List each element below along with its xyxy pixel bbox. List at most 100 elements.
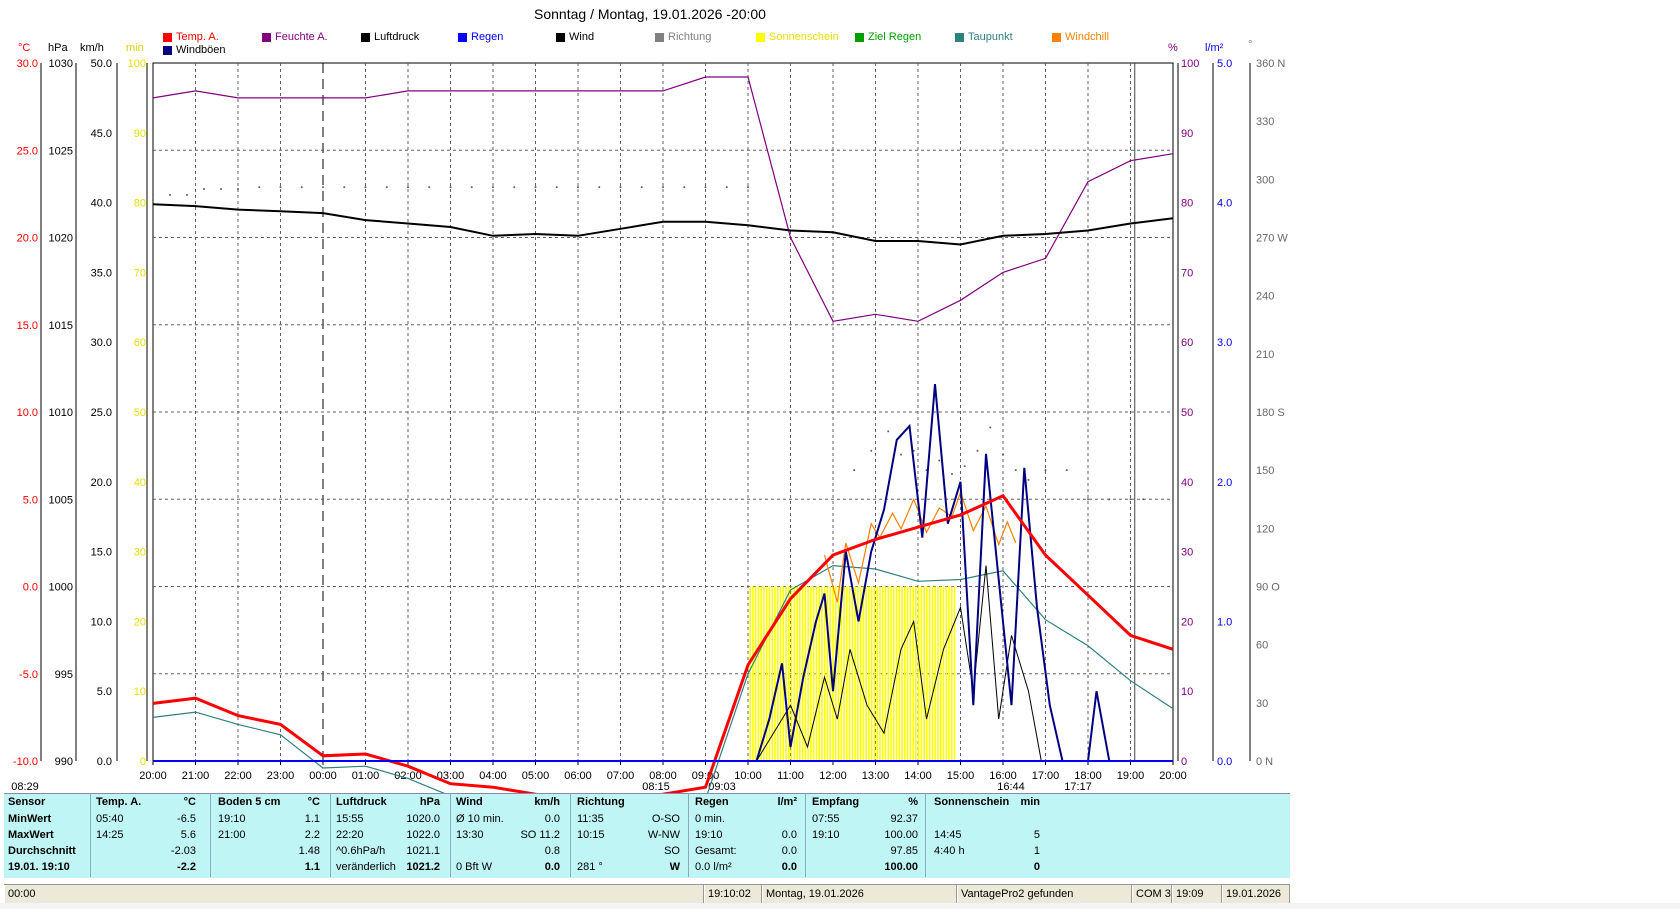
legend-label: Windchill [1065, 31, 1110, 43]
direction-point [1044, 469, 1047, 472]
empfang-header: Empfang [812, 796, 860, 808]
direction-point [870, 449, 873, 452]
direction-point [186, 193, 188, 196]
boden-header: Boden 5 cm [218, 796, 281, 808]
time-tick-label: 02:00 [394, 770, 422, 782]
direction-tick-label: 60 [1256, 640, 1268, 652]
wind-line [756, 565, 1067, 762]
legend-label: Feuchte A. [275, 31, 328, 43]
wind-tick-label: 10.0 [91, 616, 112, 628]
direction-point [364, 186, 367, 189]
direction-point [887, 430, 890, 433]
direction-point [619, 186, 622, 189]
temp-unit: °C [18, 42, 30, 54]
weather-chart: °C hPa km/h min% l/m² ° 30.0 25.0 20.0 15.0 10.0 5.… [11, 39, 1288, 800]
status-station: VantagePro2 gefunden [957, 885, 1132, 903]
wind-min-value: 0.0 [544, 813, 560, 825]
time-tick-label: 17:00 [1032, 770, 1060, 782]
direction-point [747, 186, 749, 189]
temp-tick-label: 5.0 [23, 494, 38, 506]
empfang-unit: % [908, 796, 918, 808]
time-tick-label: 14:00 [904, 770, 932, 782]
table-separator [925, 793, 926, 877]
temp-tick-label: 0.0 [23, 582, 38, 594]
astro-time-label: 08:15 [642, 781, 670, 793]
boden-unit: °C [307, 796, 320, 808]
humidity-tick-label: 40 [1181, 477, 1193, 489]
temp-tick-label: 10.0 [17, 407, 38, 419]
legend-swatch [262, 32, 271, 42]
direction-point [989, 426, 992, 429]
windgust-line [755, 384, 1111, 762]
regen-avg-label: Gesamt: [695, 845, 737, 857]
empfang-current-value: 100.00 [884, 861, 918, 873]
row-label: 19.01. 19:10 [8, 861, 70, 873]
legend-label: Wind [569, 31, 595, 43]
chart-title: Sonntag / Montag, 19.01.2026 -20:00 [534, 6, 766, 22]
direction-point [220, 188, 222, 191]
direction-tick-label: 150 [1256, 465, 1274, 477]
direction-tick-label: 360 N [1256, 58, 1285, 70]
table-separator [330, 793, 331, 877]
temp-tick-label: 15.0 [17, 320, 38, 332]
time-tick-label: 20:00 [139, 770, 167, 782]
legend-swatch [855, 32, 864, 42]
druck-header: Luftdruck [336, 796, 387, 808]
humidity-line [152, 76, 1174, 322]
regen-min-time: 0 min. [695, 813, 725, 825]
time-tick-label: 22:00 [224, 770, 252, 782]
statistics-table [4, 793, 1290, 878]
temp-max-value: 5.6 [180, 829, 196, 841]
time-tick-label: 01:00 [352, 770, 380, 782]
time-tick-label: 18:00 [1074, 770, 1102, 782]
direction-point [577, 186, 579, 189]
druck-current-value: 1021.2 [406, 861, 440, 873]
druck-min-value: 1020.0 [406, 813, 440, 825]
legend-swatch [556, 32, 565, 42]
pressure-tick-label: 1025 [49, 145, 73, 157]
rain-tick-label: 4.0 [1217, 198, 1232, 210]
humidity-tick-label: 80 [1181, 198, 1193, 210]
wind-min-time: Ø 10 min. [456, 813, 504, 825]
temp-tick-label: 20.0 [17, 233, 38, 245]
temp-max-time: 14:25 [96, 829, 124, 841]
time-tick-label: 05:00 [522, 770, 550, 782]
direction-point [1129, 498, 1132, 501]
richtung-current-value: W [669, 861, 680, 873]
regen-header: Regen [695, 796, 729, 808]
direction-point [951, 473, 953, 476]
boden-current-value: 1.1 [304, 861, 320, 873]
wind-tick-label: 50.0 [91, 58, 112, 70]
wind-header: Wind [456, 796, 483, 808]
humidity-tick-label: 60 [1181, 337, 1193, 349]
legend-item: Ziel Regen [855, 31, 921, 43]
pressure-tick-label: 1000 [49, 582, 73, 594]
sonne-unit: min [1020, 796, 1040, 808]
time-tick-label: 13:00 [862, 770, 890, 782]
druck-unit: hPa [419, 796, 440, 808]
boden-min-time: 19:10 [218, 813, 246, 825]
druck-max-value: 1022.0 [406, 829, 440, 841]
humidity-tick-label: 70 [1181, 267, 1193, 279]
wind-tick-label: 20.0 [91, 477, 112, 489]
row-label: Durchschnitt [8, 845, 76, 857]
wind-tick-label: 30.0 [91, 337, 112, 349]
wind-tick-label: 5.0 [97, 686, 112, 698]
empfang-min-time: 07:55 [812, 813, 840, 825]
sonne-current-value: 0 [1033, 861, 1040, 873]
status-bar: 00:00 19:10:02 Montag, 19.01.2026 Vantag… [4, 884, 1290, 903]
wind-unit: km/h [534, 796, 560, 808]
regen-unit: l/m² [777, 796, 797, 808]
direction-point [343, 186, 346, 189]
direction-tick-label: 180 S [1256, 407, 1285, 419]
time-tick-label: 10:00 [734, 770, 762, 782]
empfang-max-value: 100.00 [884, 829, 918, 841]
time-tick-label: 15:00 [947, 770, 975, 782]
regen-max-value: 0.0 [781, 829, 797, 841]
direction-point [725, 186, 728, 189]
window-bottom-edge [0, 903, 1680, 909]
direction-point [449, 186, 452, 189]
legend-item: Windchill [1052, 31, 1109, 43]
status-last-update: 19:09 [1172, 885, 1222, 903]
boden-max-time: 21:00 [218, 829, 246, 841]
